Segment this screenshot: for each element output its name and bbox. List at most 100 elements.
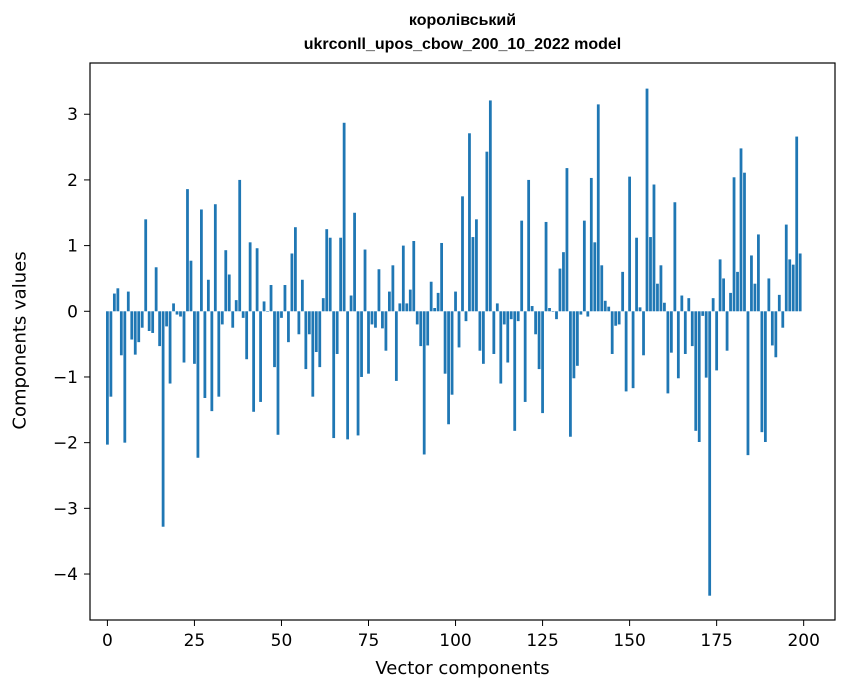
- bar: [798, 253, 802, 312]
- x-tick-label: 50: [271, 631, 293, 651]
- bar: [419, 311, 423, 347]
- bar: [189, 260, 193, 312]
- bar: [262, 301, 266, 312]
- bar: [722, 278, 725, 312]
- bar: [119, 311, 123, 356]
- bar: [367, 311, 370, 374]
- bar: [534, 311, 537, 335]
- bar: [200, 209, 203, 312]
- bar: [398, 303, 402, 312]
- bar: [464, 311, 468, 322]
- bar: [126, 291, 130, 312]
- bar: [509, 311, 513, 320]
- bar: [750, 255, 753, 312]
- bar: [704, 311, 708, 378]
- bar: [635, 237, 638, 312]
- bar: [690, 311, 694, 347]
- bar: [697, 311, 701, 442]
- bar: [280, 311, 283, 318]
- bar: [621, 271, 625, 312]
- bar: [332, 311, 336, 439]
- bar: [593, 242, 597, 312]
- bars-group: [106, 88, 802, 596]
- bar: [582, 220, 586, 312]
- bar: [415, 311, 419, 325]
- y-tick-label: −2: [53, 434, 78, 454]
- bar: [381, 311, 384, 329]
- bar: [516, 311, 520, 322]
- bar: [433, 308, 437, 312]
- x-tick-label: 100: [439, 631, 471, 651]
- bar: [269, 285, 273, 312]
- bar: [708, 311, 712, 596]
- bar: [217, 311, 221, 397]
- bar: [161, 311, 165, 527]
- bar: [589, 177, 593, 312]
- bar: [186, 189, 189, 312]
- bar: [767, 278, 771, 312]
- bar: [520, 220, 524, 312]
- bar: [499, 311, 503, 384]
- chart-title-line-2: ukrconll_upos_cbow_200_10_2022 model: [303, 36, 622, 53]
- bar: [394, 311, 398, 381]
- bar: [586, 311, 590, 317]
- y-tick-label: −4: [53, 565, 78, 585]
- bar: [175, 311, 179, 315]
- bar: [492, 311, 496, 354]
- bar: [537, 311, 541, 370]
- bar: [603, 300, 607, 312]
- bar: [475, 219, 478, 312]
- bar: [614, 311, 618, 326]
- bar: [443, 311, 447, 374]
- bar: [116, 288, 120, 312]
- bar: [784, 224, 788, 312]
- bar: [283, 285, 287, 312]
- bar: [669, 311, 673, 353]
- bar: [610, 311, 614, 354]
- bar: [701, 311, 705, 316]
- bar: [481, 311, 485, 364]
- bar: [147, 311, 151, 331]
- x-tick-label: 0: [102, 631, 113, 651]
- bar: [544, 221, 548, 312]
- bar: [607, 306, 611, 312]
- bar: [158, 311, 162, 347]
- bar: [579, 311, 583, 315]
- bar: [168, 311, 172, 384]
- bar: [304, 311, 308, 370]
- bar: [663, 302, 666, 312]
- bar: [151, 311, 155, 333]
- bar: [718, 259, 722, 312]
- bar: [123, 311, 127, 443]
- x-axis-label: Vector components: [375, 658, 550, 679]
- bar: [454, 291, 457, 312]
- bar: [384, 311, 388, 351]
- bar: [485, 151, 489, 312]
- bar: [725, 311, 729, 351]
- bar: [179, 311, 182, 317]
- bar: [617, 311, 621, 325]
- bar: [572, 311, 576, 379]
- bar: [673, 202, 677, 312]
- bar: [238, 179, 242, 312]
- bar: [196, 311, 200, 458]
- x-tick-label: 175: [700, 631, 732, 651]
- bar: [182, 311, 186, 363]
- bar: [370, 311, 374, 325]
- bar: [541, 311, 544, 414]
- bar: [711, 298, 715, 312]
- bar: [422, 311, 426, 455]
- bar: [683, 311, 687, 354]
- bar: [450, 311, 454, 395]
- x-tick-label: 150: [613, 631, 645, 651]
- bar: [342, 122, 346, 312]
- bar: [405, 303, 409, 312]
- y-tick-label: 2: [67, 171, 78, 191]
- bar: [488, 100, 492, 312]
- bar: [426, 311, 430, 346]
- bar: [523, 311, 527, 402]
- bar: [130, 311, 134, 340]
- bar: [356, 311, 360, 436]
- bar: [231, 311, 235, 328]
- bar: [377, 269, 381, 312]
